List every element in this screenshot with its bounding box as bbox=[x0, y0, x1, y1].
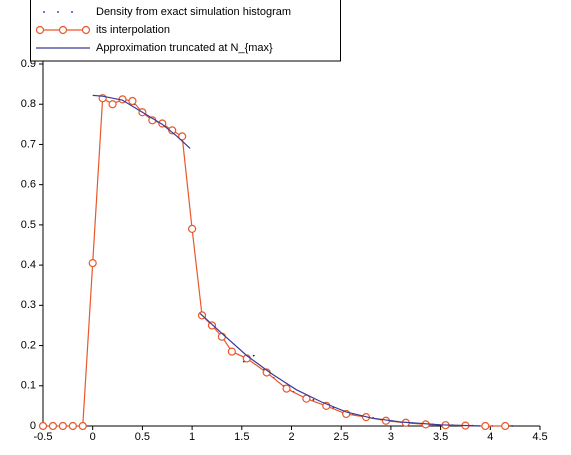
y-tick-label: 0.2 bbox=[21, 339, 36, 351]
x-tick-label: 0.5 bbox=[135, 431, 150, 443]
data-dot bbox=[312, 398, 315, 401]
x-tick-label: 1.5 bbox=[234, 431, 249, 443]
legend-dot bbox=[57, 11, 59, 13]
legend-label: Density from exact simulation histogram bbox=[96, 6, 291, 18]
x-tick-label: -0.5 bbox=[34, 431, 53, 443]
y-tick-label: 0.8 bbox=[21, 98, 36, 110]
x-tick-label: 0 bbox=[90, 431, 96, 443]
legend-label: its interpolation bbox=[96, 24, 170, 36]
series-line bbox=[92, 94, 481, 427]
data-marker bbox=[207, 321, 217, 330]
x-tick-label: 4.5 bbox=[532, 431, 547, 443]
legend-dot bbox=[43, 11, 45, 13]
data-marker bbox=[282, 384, 291, 393]
y-tick-label: 0.6 bbox=[21, 179, 36, 191]
data-dot bbox=[252, 354, 255, 357]
data-marker bbox=[68, 421, 77, 431]
y-tick-label: 0.7 bbox=[21, 138, 36, 150]
data-marker bbox=[78, 421, 87, 431]
x-tick-label: 3 bbox=[388, 431, 394, 443]
y-tick-label: 0.1 bbox=[21, 380, 36, 392]
y-tick-label: 0.3 bbox=[21, 299, 36, 311]
data-marker bbox=[188, 224, 197, 234]
y-tick-label: 0.4 bbox=[21, 259, 36, 271]
legend-label: Approximation truncated at N_{max} bbox=[96, 42, 273, 54]
data-marker bbox=[128, 96, 137, 106]
data-marker bbox=[88, 259, 97, 268]
data-marker bbox=[38, 421, 48, 431]
x-tick-label: 3.5 bbox=[433, 431, 448, 443]
data-marker bbox=[178, 132, 187, 141]
x-tick-label: 2 bbox=[288, 431, 294, 443]
x-tick-label: 4 bbox=[487, 431, 493, 443]
y-tick-label: 0.5 bbox=[21, 219, 36, 231]
data-marker bbox=[108, 100, 117, 109]
data-dot bbox=[511, 425, 514, 427]
data-marker bbox=[481, 421, 490, 431]
legend-marker bbox=[35, 25, 45, 35]
y-tick-label: 0 bbox=[30, 420, 36, 432]
data-marker bbox=[168, 126, 177, 135]
data-marker bbox=[227, 347, 236, 356]
legend-dot bbox=[71, 11, 73, 13]
x-tick-label: 2.5 bbox=[334, 431, 349, 443]
data-marker bbox=[501, 421, 510, 431]
x-tick-label: 1 bbox=[189, 431, 195, 443]
data-marker bbox=[58, 421, 67, 431]
legend-marker bbox=[58, 25, 68, 35]
series-line bbox=[43, 97, 506, 427]
legend: Density from exact simulation histogram i… bbox=[30, 0, 341, 62]
data-marker bbox=[48, 421, 58, 431]
legend-marker bbox=[81, 25, 91, 35]
